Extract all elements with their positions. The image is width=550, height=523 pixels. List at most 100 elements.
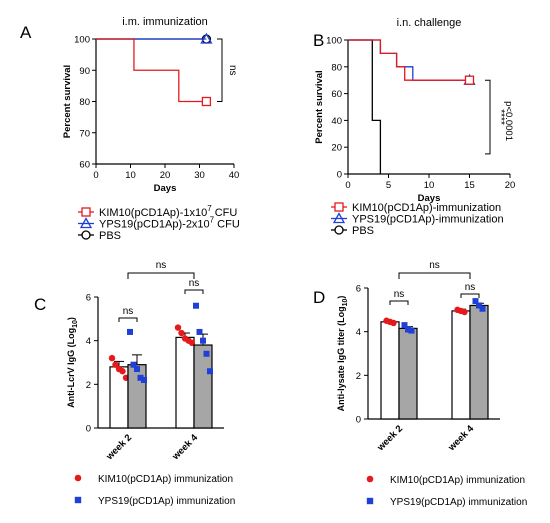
- data-point: [178, 329, 185, 337]
- panel-letter-c: C: [34, 295, 46, 314]
- y-tick-label: 0: [86, 424, 91, 435]
- legend-label: KIM10(pCD1Ap) immunization: [98, 474, 233, 485]
- y-tick-label: 100: [326, 36, 342, 47]
- panel-letter-d: D: [313, 288, 325, 307]
- comparison-bracket: [127, 272, 195, 279]
- bar: [451, 310, 471, 420]
- y-axis-label: Anti-lysate IgG titer (Log10): [336, 296, 349, 412]
- y-tick-label: 90: [79, 66, 90, 77]
- significance-bracket: [485, 79, 491, 155]
- y-tick-label: 0: [356, 415, 361, 426]
- data-point: [207, 368, 213, 375]
- data-point: [408, 327, 415, 334]
- legend-label: KIM10(pCD1Ap) immunization: [390, 475, 525, 486]
- x-tick-label: week 2: [375, 423, 406, 454]
- data-point: [476, 302, 482, 309]
- y-tick-label: 2: [86, 380, 91, 391]
- comparison-label: ns: [429, 260, 440, 271]
- comparison-label: ns: [123, 306, 134, 317]
- data-point: [193, 302, 199, 309]
- data-point: [200, 337, 206, 344]
- data-point: [390, 319, 397, 327]
- x-tick-label: 40: [229, 170, 240, 181]
- comparison-bracket: [184, 289, 204, 294]
- y-tick-label: 4: [86, 336, 91, 347]
- data-point: [461, 308, 468, 316]
- significance-label: ****: [495, 109, 506, 125]
- data-point: [112, 361, 119, 368]
- y-axis-label: Anti-LcrV IgG (Log10): [66, 317, 79, 408]
- legend-marker: [81, 230, 91, 240]
- legend-marker: [334, 202, 344, 212]
- y-tick-label: 20: [331, 143, 342, 154]
- y-tick-label: 2: [356, 371, 361, 382]
- comparison-label: ns: [156, 260, 167, 271]
- x-tick-label: 20: [505, 180, 516, 191]
- comparison-label: ns: [394, 289, 405, 300]
- x-tick-label: 5: [386, 180, 391, 191]
- survival-line: [348, 39, 470, 81]
- data-point: [479, 305, 486, 312]
- legend-marker: [79, 217, 93, 229]
- y-tick-label: 0: [337, 170, 342, 181]
- legend-marker: [366, 475, 374, 483]
- y-axis-label: Percent survival: [314, 70, 325, 143]
- data-point: [401, 322, 408, 329]
- y-tick-label: 6: [356, 284, 361, 295]
- data-point: [203, 350, 210, 357]
- x-tick-label: 10: [125, 170, 136, 181]
- survival-line: [348, 39, 382, 174]
- legend-label: YPS19(pCD1Ap)-immunization: [352, 214, 504, 226]
- data-point: [472, 298, 479, 305]
- series-marker: [200, 32, 213, 44]
- x-axis-label: Days: [418, 193, 441, 204]
- survival-line: [96, 38, 207, 103]
- chart-d: 0 2 4 6 Anti-lysate IgG titer (Log10) week 2 w…: [336, 260, 527, 508]
- legend-label: YPS19(pCD1Ap) immunization: [390, 497, 527, 508]
- x-tick-label: 30: [194, 170, 205, 181]
- legend-marker: [74, 474, 82, 482]
- y-tick-label: 4: [356, 327, 361, 338]
- y-tick-label: 60: [79, 160, 90, 171]
- bar: [193, 344, 213, 429]
- legend-label: YPS19(pCD1Ap)-2x107 CFU: [99, 216, 240, 231]
- p-value-label: p<0.0001: [503, 101, 514, 141]
- data-point: [130, 361, 137, 368]
- x-tick-label: week 4: [446, 423, 477, 454]
- x-tick-label: 0: [345, 180, 350, 191]
- legend-label: PBS: [352, 225, 374, 237]
- y-tick-label: 40: [331, 116, 342, 127]
- comparison-bracket: [389, 300, 409, 305]
- legend-label: KIM10(pCD1Ap)-immunization: [352, 202, 501, 214]
- y-tick-label: 80: [79, 97, 90, 108]
- x-tick-label: 10: [424, 180, 435, 191]
- significance-bracket: [217, 38, 223, 102]
- y-tick-label: 80: [331, 62, 342, 73]
- bar: [175, 336, 195, 429]
- series-marker: [201, 96, 212, 107]
- comparison-label: ns: [189, 278, 200, 289]
- bar: [127, 364, 147, 429]
- y-tick-label: 100: [74, 35, 90, 46]
- data-point: [141, 376, 147, 383]
- chart-title: i.n. challenge: [397, 17, 462, 29]
- significance-label: ns: [227, 65, 238, 76]
- legend-marker: [74, 496, 82, 504]
- panel-letter-a: A: [20, 23, 32, 42]
- x-tick-label: week 2: [104, 432, 135, 463]
- x-tick-label: week 4: [170, 432, 201, 463]
- legend-label: KIM10(pCD1Ap)-1x107 CFU: [99, 204, 237, 219]
- bar: [398, 327, 418, 420]
- y-tick-label: 70: [79, 128, 90, 139]
- y-tick-label: 6: [86, 293, 91, 304]
- data-point: [174, 324, 182, 331]
- data-point: [119, 368, 126, 375]
- legend-marker: [332, 212, 346, 224]
- data-point: [134, 366, 140, 373]
- comparison-bracket: [460, 293, 480, 298]
- survival-line: [348, 39, 470, 81]
- bar: [380, 321, 400, 420]
- x-tick-label: 0: [93, 170, 98, 181]
- comparison-label: ns: [465, 282, 476, 293]
